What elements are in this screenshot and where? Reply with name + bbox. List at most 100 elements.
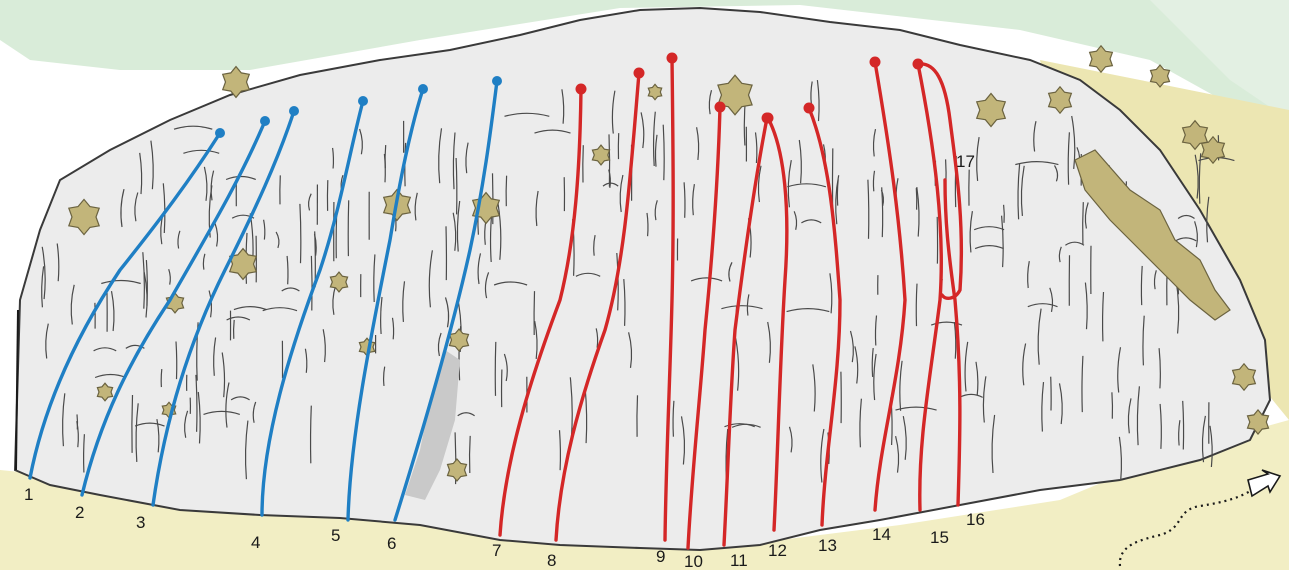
rock-crack [1101, 291, 1105, 342]
rock-ledge [690, 277, 723, 282]
rock-crack [836, 179, 839, 206]
rock-crack [1033, 121, 1037, 152]
rock-crack [1201, 415, 1206, 463]
rock-crack [561, 89, 565, 124]
rock-crack [497, 203, 502, 260]
anchor-7 [575, 83, 587, 95]
rock-crack [322, 329, 326, 363]
rock-crack [680, 416, 686, 465]
rock-ledge [1175, 237, 1197, 242]
bush [1200, 135, 1226, 165]
sky-backdrop [0, 0, 1289, 140]
rock-crack [1067, 132, 1070, 185]
rock-crack [895, 435, 900, 473]
rock-crack [332, 147, 335, 169]
rock-crack [1159, 403, 1162, 449]
rock-crack [1158, 348, 1161, 389]
route-line-2 [80, 119, 267, 497]
rock-crack [110, 290, 115, 332]
rock-ledge [281, 287, 300, 292]
rock-crack [975, 361, 979, 396]
rock-crack [142, 252, 145, 309]
rock-crack [304, 348, 308, 373]
rock-crack [135, 403, 139, 462]
rock-crack [275, 231, 280, 249]
rock-crack [558, 430, 562, 471]
rock-crack [203, 166, 208, 201]
rock-crack [1117, 347, 1122, 393]
rock-crack [1084, 202, 1089, 229]
rock-crack [1084, 282, 1088, 330]
rock-crack [452, 132, 456, 190]
rock-crack [484, 272, 490, 299]
rock-ledge [504, 112, 550, 117]
rock-ledge [134, 422, 165, 427]
rock-crack [788, 426, 793, 453]
rock-crack [696, 127, 700, 160]
gully-shade [405, 350, 460, 500]
anchor-3 [289, 106, 299, 116]
route-line-17 [916, 62, 964, 300]
rock-crack [1206, 196, 1210, 243]
anchor-2 [260, 116, 270, 126]
rock-crack [210, 170, 215, 201]
rock-crack [383, 153, 386, 183]
rock-crack [982, 376, 987, 423]
route-line-12 [766, 116, 789, 532]
rock-crack [735, 338, 740, 391]
rock-crack [221, 352, 226, 398]
rock-crack [41, 246, 46, 300]
rock-crack [1142, 315, 1145, 366]
rock-crack [593, 234, 596, 256]
rock-ledge [233, 306, 267, 311]
rock-crack [754, 132, 758, 164]
rock-crack [608, 134, 611, 187]
route-number-2: 2 [75, 503, 84, 522]
rock-crack [225, 382, 230, 428]
rock-crack [1017, 164, 1021, 220]
route-number-10: 10 [684, 552, 703, 570]
rock-crack [1053, 165, 1059, 182]
route-line-3 [151, 109, 296, 507]
vegetated-ramp [1074, 149, 1231, 321]
route-number-3: 3 [136, 513, 145, 532]
rock-crack [608, 169, 611, 189]
rock-ledge [930, 321, 963, 326]
bush [975, 92, 1007, 128]
rock-ledge [230, 396, 250, 401]
rock-crack [854, 346, 859, 384]
rock-crack [45, 323, 49, 359]
route-number-5: 5 [331, 526, 340, 545]
rock-crack [82, 434, 85, 473]
rock-ledge [1065, 241, 1085, 246]
rock-crack [820, 428, 825, 483]
bush [1181, 119, 1209, 151]
left-edge-line [15, 309, 19, 471]
rock-crack [874, 315, 878, 346]
rock-crack [654, 200, 658, 221]
rock-crack [835, 175, 840, 225]
rock-crack [252, 401, 257, 423]
rock-crack [359, 128, 363, 155]
rock-crack [184, 410, 189, 438]
rock-ledge [101, 279, 141, 285]
rock-crack [162, 183, 166, 234]
rock-crack [391, 317, 395, 340]
rock-crack [373, 254, 376, 303]
bush [647, 83, 663, 101]
rock-ledge [203, 410, 240, 415]
route-line-6 [393, 79, 499, 522]
bush [446, 458, 468, 482]
sky-backdrop-right [1150, 0, 1289, 120]
rock-crack [916, 187, 920, 237]
route-line-15 [916, 62, 943, 512]
rock-crack [1003, 204, 1005, 223]
rock-crack [263, 219, 266, 240]
rock-ledge [93, 347, 117, 352]
rock-crack [873, 353, 877, 401]
anchor-9 [666, 52, 678, 64]
rock-ledge [575, 272, 601, 277]
rock-crack [214, 222, 219, 247]
anchor-8 [633, 67, 645, 79]
rock-crack [382, 366, 386, 386]
